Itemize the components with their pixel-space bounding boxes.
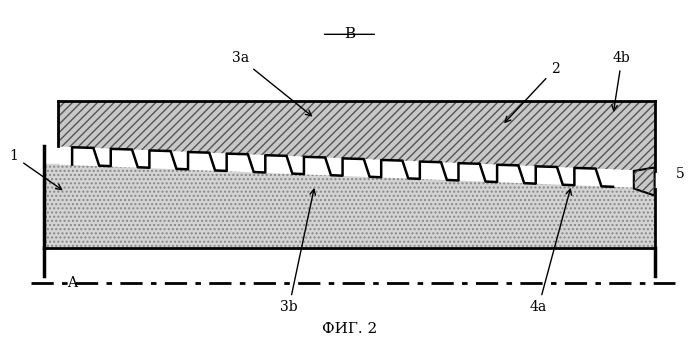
Text: A: A (67, 276, 77, 290)
Text: 1: 1 (10, 150, 62, 189)
Text: 5: 5 (675, 167, 684, 182)
Text: B: B (344, 27, 355, 41)
Text: 3a: 3a (231, 51, 312, 116)
Polygon shape (44, 164, 58, 248)
Text: 4a: 4a (530, 189, 572, 314)
Polygon shape (634, 167, 655, 195)
Text: 3b: 3b (280, 189, 315, 314)
Text: 2: 2 (505, 62, 559, 122)
Polygon shape (44, 164, 655, 248)
Polygon shape (58, 101, 655, 171)
Text: 4b: 4b (612, 51, 630, 111)
Text: ФИГ. 2: ФИГ. 2 (322, 322, 377, 336)
